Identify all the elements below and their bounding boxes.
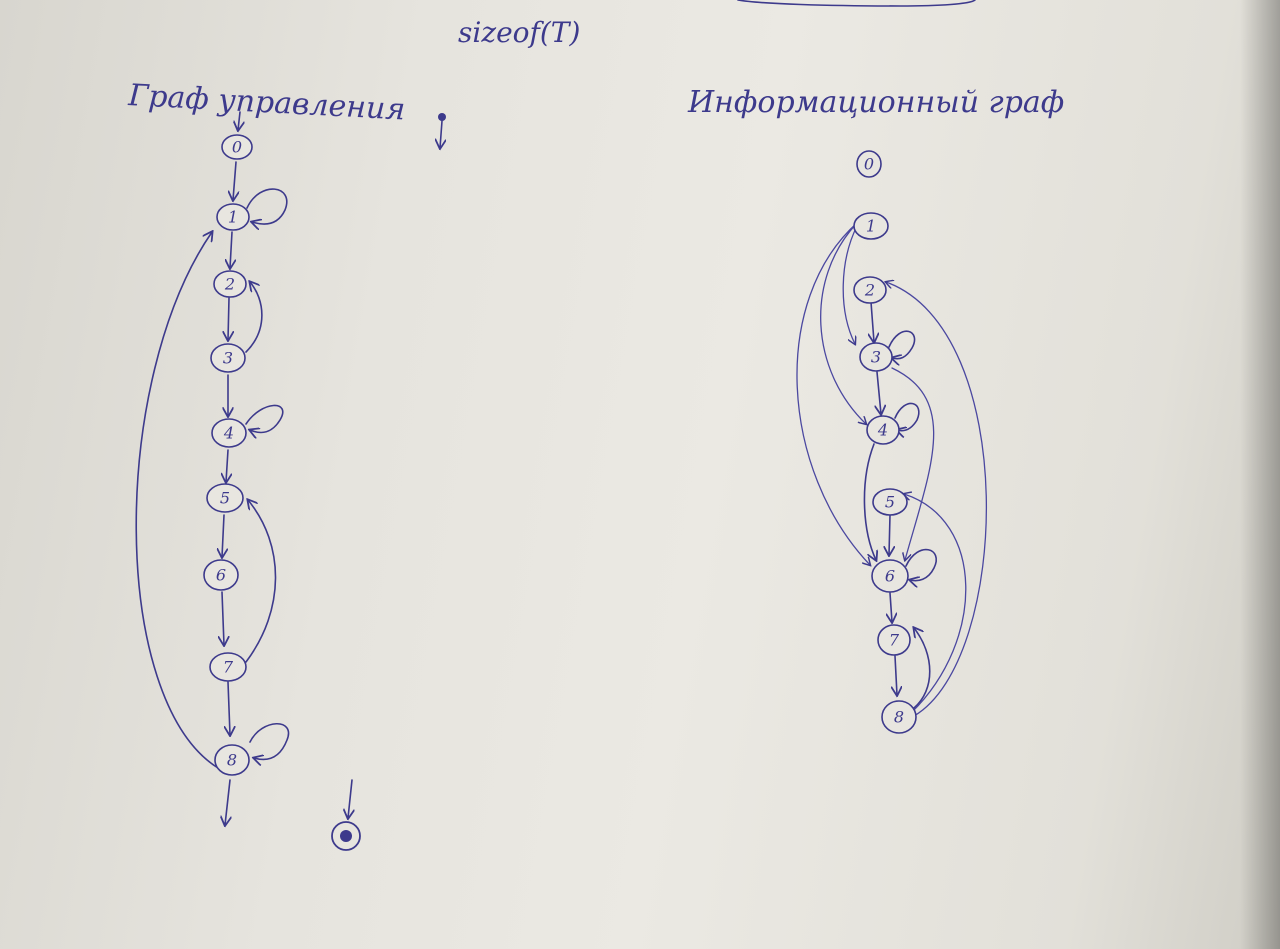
ig-node-7: 7 xyxy=(877,624,911,656)
svg-text:8: 8 xyxy=(227,751,237,770)
control-graph-title: Граф управления xyxy=(127,78,406,128)
ig-node-8: 8 xyxy=(881,700,917,734)
svg-text:6: 6 xyxy=(885,567,895,586)
ig-node-5: 5 xyxy=(872,488,908,516)
end-symbol xyxy=(331,779,361,851)
svg-text:1: 1 xyxy=(866,217,876,236)
info-graph-edges xyxy=(796,221,988,717)
svg-text:6: 6 xyxy=(216,566,226,585)
cg-node-7: 7 xyxy=(209,652,247,682)
ig-node-0: 0 xyxy=(856,150,882,178)
svg-text:8: 8 xyxy=(894,708,904,727)
top-scribble xyxy=(737,0,976,7)
ig-node-3: 3 xyxy=(859,342,893,372)
svg-text:7: 7 xyxy=(889,631,900,650)
svg-text:0: 0 xyxy=(232,138,242,157)
entry-arrow xyxy=(238,111,240,130)
cg-node-3: 3 xyxy=(210,343,246,373)
svg-text:2: 2 xyxy=(864,281,875,300)
svg-text:3: 3 xyxy=(223,349,233,368)
svg-text:4: 4 xyxy=(223,424,234,443)
ig-node-1: 1 xyxy=(853,212,889,240)
info-graph-nodes: 0 1 2 3 4 5 6 xyxy=(853,150,917,734)
svg-text:2: 2 xyxy=(224,275,235,294)
svg-text:5: 5 xyxy=(220,489,230,508)
info-graph-title: Информационный граф xyxy=(687,85,1064,120)
cg-node-5: 5 xyxy=(206,483,244,513)
cg-node-0: 0 xyxy=(221,134,253,160)
cg-node-4: 4 xyxy=(211,418,247,448)
svg-text:4: 4 xyxy=(877,421,888,440)
ig-node-4: 4 xyxy=(866,415,900,445)
ig-node-2: 2 xyxy=(853,276,887,304)
paper-edge-shadow xyxy=(1240,0,1280,949)
svg-text:7: 7 xyxy=(223,658,234,677)
svg-text:5: 5 xyxy=(885,493,895,512)
cg-node-2: 2 xyxy=(213,270,247,298)
control-graph-nodes: 0 1 2 3 4 5 6 xyxy=(203,134,253,776)
start-symbol xyxy=(438,113,446,148)
svg-text:1: 1 xyxy=(228,208,238,227)
cg-node-8: 8 xyxy=(214,744,250,776)
svg-text:0: 0 xyxy=(864,155,874,174)
top-note: sizeof(T) xyxy=(458,16,580,49)
svg-text:3: 3 xyxy=(871,348,881,367)
cg-node-1: 1 xyxy=(216,203,250,231)
cg-node-6: 6 xyxy=(203,559,239,591)
control-graph-edges xyxy=(135,161,290,825)
ig-node-6: 6 xyxy=(871,559,909,593)
